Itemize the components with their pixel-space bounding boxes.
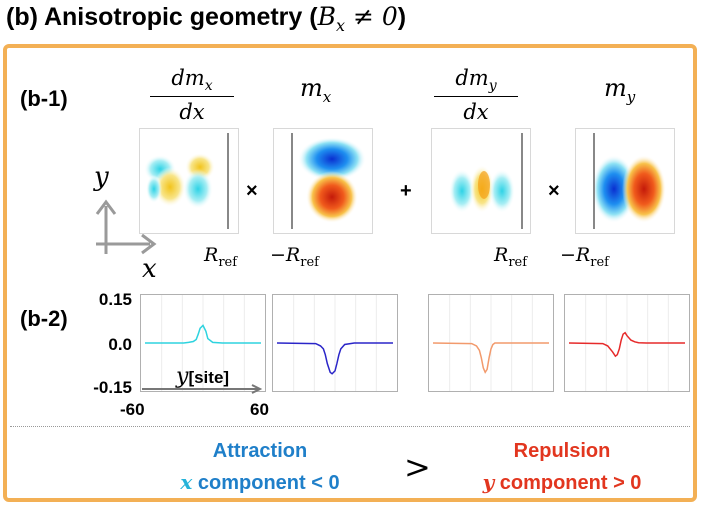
series-line-2 — [276, 342, 393, 375]
series-line-1 — [145, 324, 261, 344]
rref-label-4: −Rref — [560, 244, 609, 270]
repulsion-heading: Repulsion — [513, 440, 611, 462]
dotted-separator — [10, 426, 690, 427]
series-line-4 — [568, 331, 685, 358]
term-my: my — [604, 74, 636, 106]
axis-label-y: y — [94, 162, 109, 192]
x-axis-arrow-icon — [142, 384, 263, 394]
y-tick-mid: 0.0 — [108, 335, 132, 354]
times-operator-1: × — [246, 180, 258, 202]
term-dmy-dx: dmy dx — [434, 66, 518, 124]
x-tick-right: 60 — [250, 400, 269, 419]
line-plot-4 — [564, 294, 690, 392]
line-plot-3 — [428, 294, 554, 392]
heatmap-dmy-dx — [431, 128, 531, 234]
heatmap-dmx-dx — [139, 128, 239, 234]
section-label-b1: (b-1) — [20, 86, 68, 111]
series-line-3 — [432, 342, 549, 374]
figure-frame — [3, 44, 697, 502]
rref-label-1: Rref — [204, 244, 238, 270]
axis-label-x: x — [142, 254, 157, 284]
x-tick-left: -60 — [120, 400, 145, 419]
section-label-b2: (b-2) — [20, 306, 68, 331]
rref-label-3: Rref — [494, 244, 528, 270]
figure-title: (b) Anisotropic geometry (Bx ≠ 0) — [6, 2, 407, 35]
term-mx: mx — [300, 74, 332, 106]
line-plot-2 — [272, 294, 398, 392]
heatmap-my — [575, 128, 675, 234]
comparison-symbol: > — [404, 448, 431, 486]
rref-label-2: −Rref — [270, 244, 319, 270]
title-math: Bx ≠ 0 — [317, 2, 398, 35]
attraction-detail: x component < 0 — [180, 470, 340, 494]
attraction-heading: Attraction — [212, 440, 308, 462]
y-tick-top: 0.15 — [98, 290, 132, 309]
line-plot-1 — [140, 294, 266, 392]
x-axis-label: y[site] — [176, 364, 230, 389]
repulsion-detail: y component > 0 — [482, 470, 642, 494]
term-dmx-dx: dmx dx — [150, 66, 234, 124]
y-tick-bottom: -0.15 — [93, 378, 132, 397]
heatmap-mx — [273, 128, 373, 234]
times-operator-2: × — [548, 180, 560, 202]
axis-arrows-icon — [95, 199, 157, 255]
plus-operator: + — [400, 180, 412, 202]
